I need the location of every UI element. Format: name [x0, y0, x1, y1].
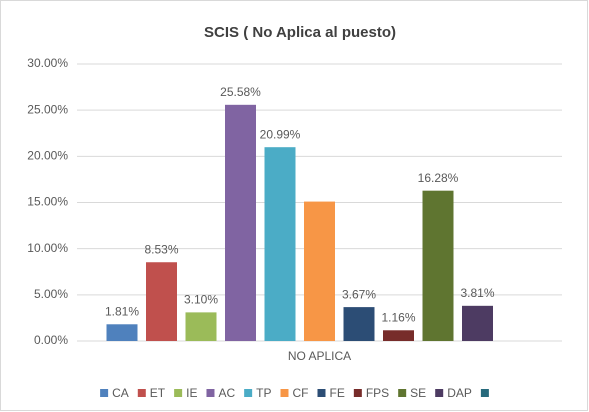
- legend-swatch: [317, 389, 326, 397]
- y-tick-label: 10.00%: [27, 241, 68, 255]
- bar: [264, 147, 296, 341]
- bar: [146, 262, 177, 341]
- y-tick-label: 25.00%: [27, 102, 68, 116]
- y-tick-label: 30.00%: [27, 56, 68, 70]
- data-label: 3.67%: [342, 287, 376, 301]
- bar: [422, 190, 454, 341]
- y-tick-label: 5.00%: [34, 287, 68, 301]
- legend-swatch: [398, 389, 407, 397]
- y-tick-label: 15.00%: [27, 195, 68, 209]
- bar: [343, 307, 375, 341]
- legend-label: CF: [292, 386, 308, 400]
- legend-swatch: [174, 389, 183, 397]
- bar: [185, 312, 217, 341]
- legend-swatch: [353, 389, 362, 397]
- legend-label: AC: [218, 386, 235, 400]
- legend-label: TP: [256, 386, 271, 400]
- x-tick-label: NO APLICA: [288, 349, 351, 363]
- bar: [304, 201, 335, 341]
- y-tick-label: 0.00%: [34, 333, 68, 347]
- legend-label: DAP: [447, 386, 472, 400]
- legend-label: ET: [150, 386, 166, 400]
- legend-swatch: [100, 389, 109, 397]
- data-label: 20.99%: [260, 127, 301, 141]
- data-label: 16.28%: [418, 171, 459, 185]
- bar: [225, 104, 256, 341]
- legend-label: FE: [329, 386, 344, 400]
- legend-label: FPS: [366, 386, 389, 400]
- data-label: 25.58%: [220, 85, 261, 99]
- y-tick-label: 20.00%: [27, 149, 68, 163]
- bar: [383, 330, 414, 341]
- data-label: 1.16%: [381, 310, 415, 324]
- legend-label: IE: [186, 386, 197, 400]
- data-label: 3.81%: [460, 286, 494, 300]
- legend-swatch: [280, 389, 289, 397]
- legend-label: SE: [410, 386, 426, 400]
- legend-swatch: [435, 389, 444, 397]
- legend-swatch: [244, 389, 253, 397]
- bar: [106, 324, 138, 341]
- chart-title: SCIS ( No Aplica al puesto): [204, 24, 396, 41]
- legend-swatch: [137, 389, 146, 397]
- data-label: 1.81%: [105, 304, 139, 318]
- legend-swatch: [206, 389, 215, 397]
- data-label: 3.10%: [184, 293, 218, 307]
- bar: [462, 305, 493, 341]
- legend-label: CA: [112, 386, 129, 400]
- legend-swatch: [480, 389, 489, 397]
- data-label: 8.53%: [144, 242, 178, 256]
